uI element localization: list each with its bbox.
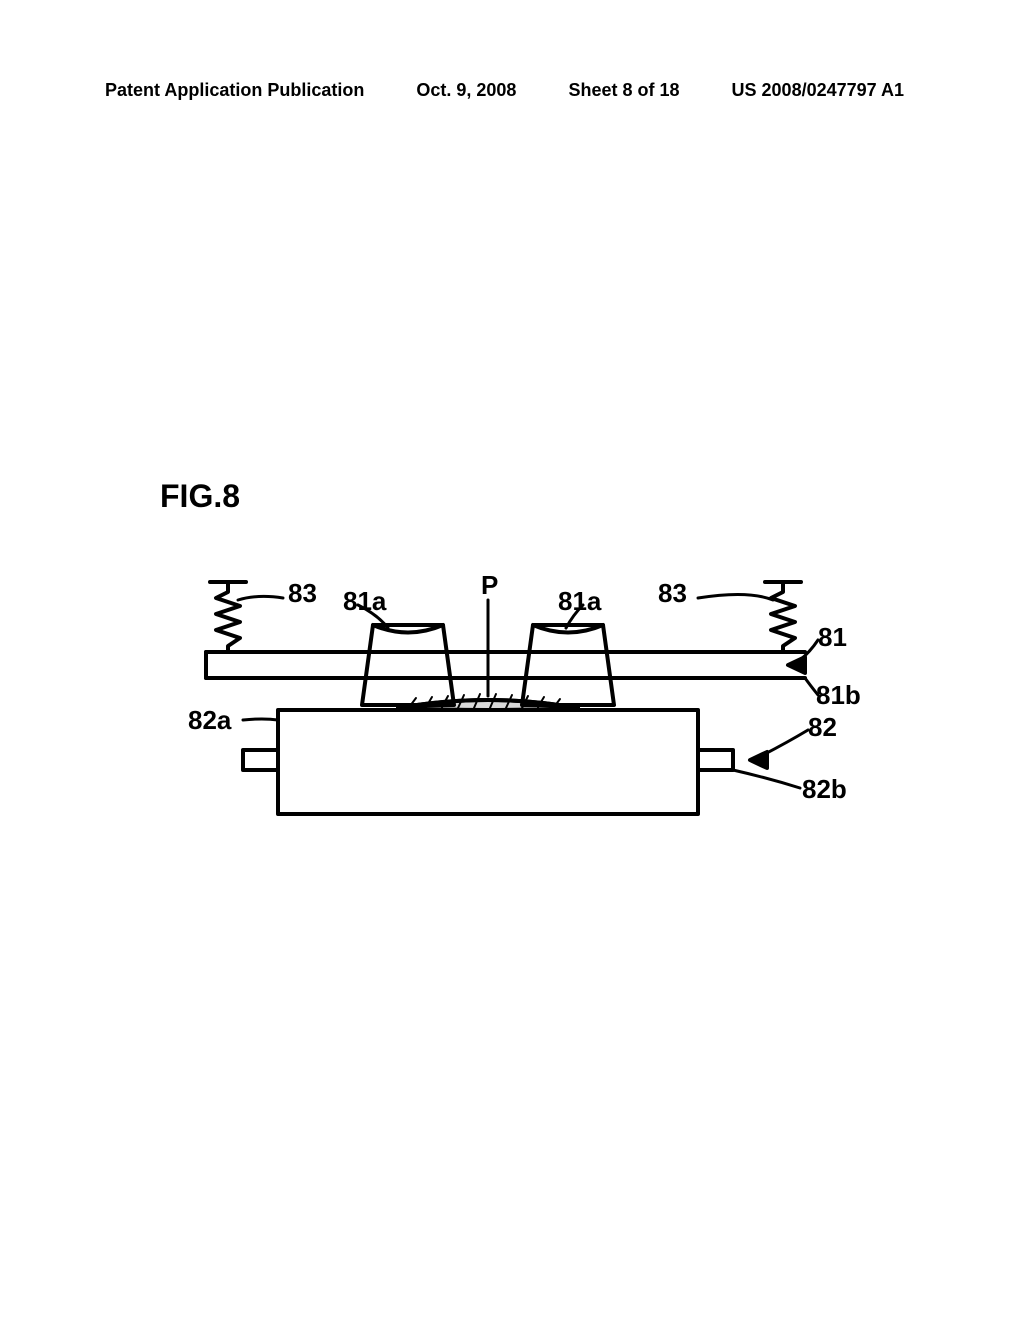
ref-82a: 82a (188, 705, 231, 736)
figure-label: FIG.8 (160, 478, 240, 515)
publication-date: Oct. 9, 2008 (416, 80, 516, 101)
ref-P: P (481, 570, 498, 601)
ref-81a-left: 81a (343, 586, 386, 617)
ref-81b: 81b (816, 680, 861, 711)
figure-diagram: 83 81a P 81a 83 81 81b 82a 82 82b (188, 560, 828, 880)
figure-svg (188, 560, 828, 880)
ref-83-left: 83 (288, 578, 317, 609)
publication-number: US 2008/0247797 A1 (732, 80, 904, 101)
ref-83-right: 83 (658, 578, 687, 609)
page-header: Patent Application Publication Oct. 9, 2… (0, 80, 1024, 101)
publication-type: Patent Application Publication (105, 80, 364, 101)
ref-81a-right: 81a (558, 586, 601, 617)
page: Patent Application Publication Oct. 9, 2… (0, 0, 1024, 1320)
sheet-number: Sheet 8 of 18 (568, 80, 679, 101)
ref-82: 82 (808, 712, 837, 743)
ref-81: 81 (818, 622, 847, 653)
ref-82b: 82b (802, 774, 847, 805)
